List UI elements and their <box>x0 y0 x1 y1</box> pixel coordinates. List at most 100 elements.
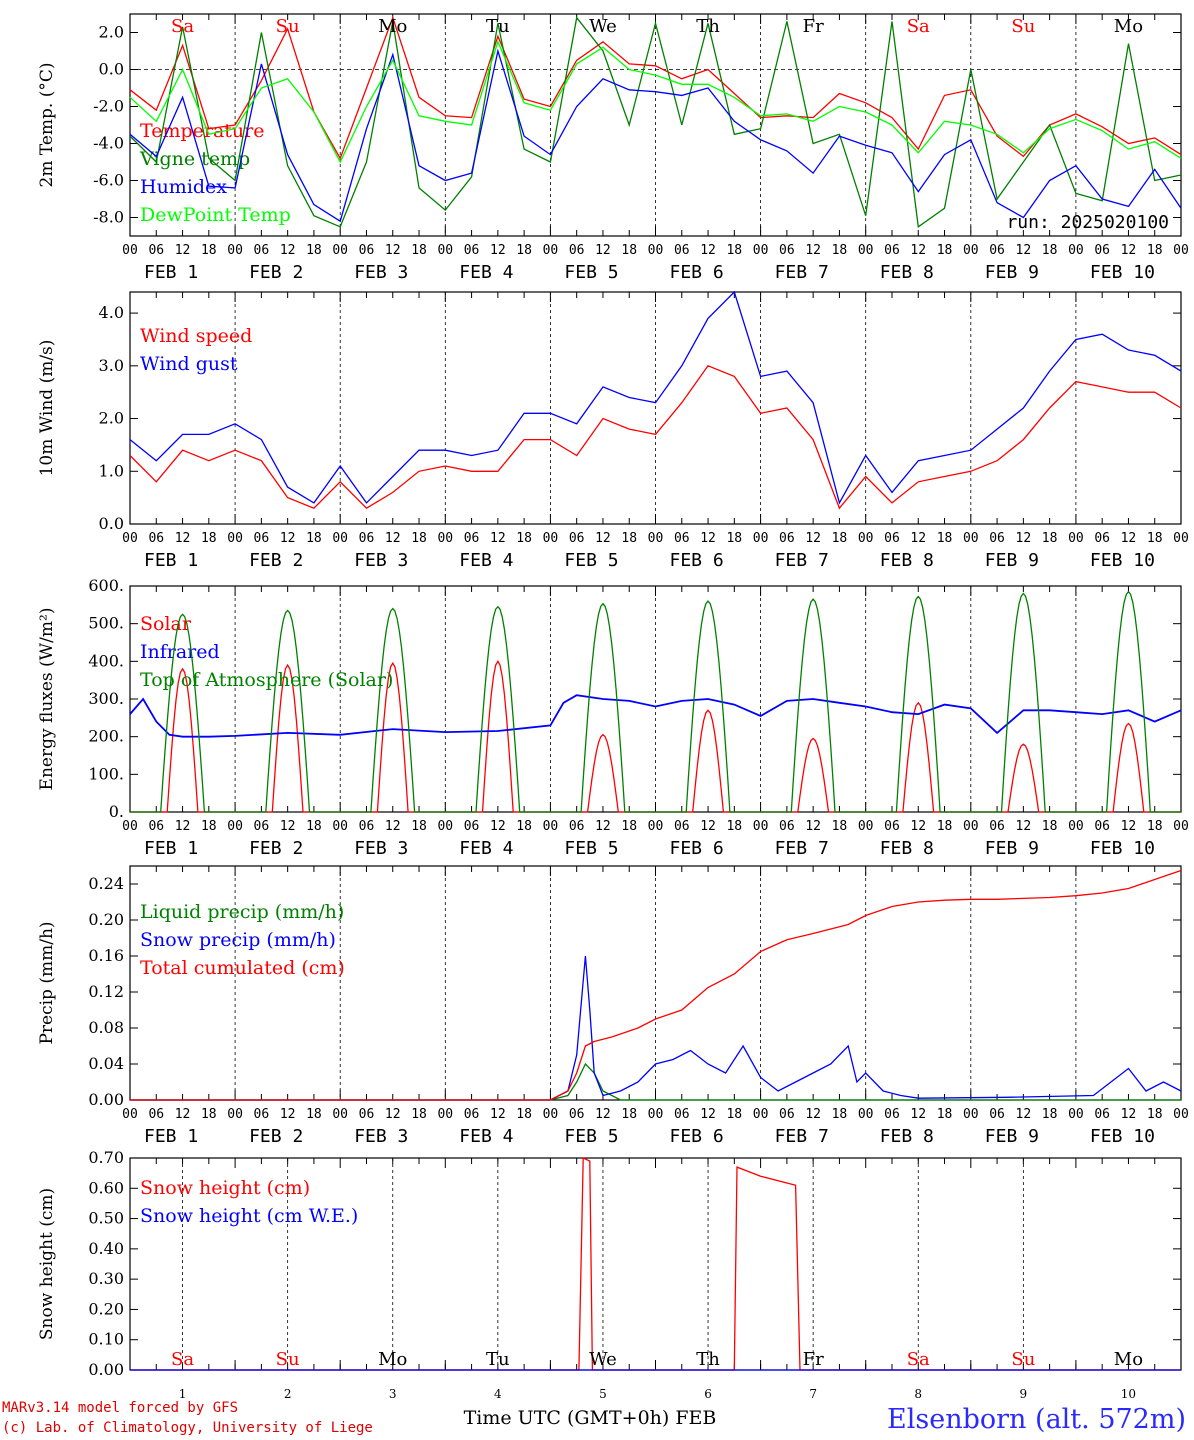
credit-line-1: MARv3.14 model forced by GFS <box>2 1400 239 1416</box>
x-hour-label: 06 <box>674 1107 690 1122</box>
x-hour-label: 06 <box>148 1107 164 1122</box>
weekday-label-top: We <box>589 16 617 37</box>
weekday-label-top: Fr <box>803 16 824 37</box>
bottom-day-number: 1 <box>179 1387 187 1401</box>
x-hour-label: 06 <box>779 531 795 546</box>
x-hour-label: 18 <box>411 1107 427 1122</box>
x-hour-label: 00 <box>1068 243 1084 258</box>
x-hour-label: 06 <box>779 1107 795 1122</box>
x-hour-label: 06 <box>254 1107 270 1122</box>
x-date-label: FEB 2 <box>249 838 303 859</box>
x-hour-label: 12 <box>175 1107 191 1122</box>
y-tick-label: 300. <box>88 689 124 708</box>
x-hour-label: 06 <box>884 243 900 258</box>
y-tick-label: 0.0 <box>99 514 124 533</box>
x-hour-label: 00 <box>227 243 243 258</box>
x-hour-label: 18 <box>201 1107 217 1122</box>
legend-entry: Liquid precip (mm/h) <box>140 901 344 923</box>
x-hour-label: 18 <box>1147 1107 1163 1122</box>
x-date-label: FEB 5 <box>564 1126 618 1147</box>
x-hour-label: 00 <box>227 1107 243 1122</box>
x-hour-label: 18 <box>1042 819 1058 834</box>
y-tick-label: 0.16 <box>88 946 124 965</box>
bottom-day-number: 10 <box>1121 1387 1136 1401</box>
x-hour-label: 06 <box>884 1107 900 1122</box>
y-tick-label: 0.12 <box>88 982 124 1001</box>
x-hour-label: 12 <box>1016 243 1032 258</box>
x-hour-label: 12 <box>805 1107 821 1122</box>
x-hour-label: 12 <box>175 531 191 546</box>
x-hour-label: 06 <box>464 819 480 834</box>
x-hour-label: 06 <box>148 243 164 258</box>
x-hour-label: 00 <box>1068 819 1084 834</box>
y-tick-label: 0.20 <box>88 910 124 929</box>
x-hour-label: 06 <box>148 531 164 546</box>
y-tick-label: 200. <box>88 727 124 746</box>
x-hour-label: 00 <box>648 531 664 546</box>
bottom-day-number: 6 <box>704 1387 712 1401</box>
y-tick-label: 0.00 <box>88 1090 124 1109</box>
x-hour-label: 00 <box>122 1107 138 1122</box>
x-hour-label: 18 <box>306 819 322 834</box>
x-hour-label: 06 <box>359 1107 375 1122</box>
bottom-day-number: 3 <box>389 1387 397 1401</box>
y-tick-label: 0.40 <box>88 1239 124 1258</box>
x-hour-label: 00 <box>858 1107 874 1122</box>
x-hour-label: 00 <box>858 243 874 258</box>
weekday-label-top: Th <box>696 16 720 37</box>
x-hour-label: 18 <box>516 1107 532 1122</box>
x-date-label: FEB 7 <box>775 838 829 859</box>
x-date-label: FEB 6 <box>670 550 724 571</box>
x-hour-label: 06 <box>148 819 164 834</box>
x-hour-label: 00 <box>1173 1107 1189 1122</box>
x-hour-label: 12 <box>805 531 821 546</box>
weekday-label-top: Mo <box>1114 16 1143 37</box>
x-hour-label: 18 <box>937 531 953 546</box>
x-hour-label: 00 <box>753 531 769 546</box>
x-hour-label: 18 <box>937 1107 953 1122</box>
x-hour-label: 06 <box>989 243 1005 258</box>
x-hour-label: 12 <box>1016 531 1032 546</box>
bottom-day-number: 9 <box>1020 1387 1028 1401</box>
x-hour-label: 00 <box>122 819 138 834</box>
x-hour-label: 06 <box>359 819 375 834</box>
weekday-label-bottom: Su <box>1011 1349 1035 1370</box>
x-hour-label: 18 <box>832 1107 848 1122</box>
series-humidex-line <box>129 48 1182 223</box>
y-tick-label: 0.08 <box>88 1018 124 1037</box>
x-hour-label: 18 <box>726 243 742 258</box>
legend-entry: Vigne temp <box>139 148 250 170</box>
x-hour-label: 00 <box>543 819 559 834</box>
x-hour-label: 12 <box>175 243 191 258</box>
y-tick-label: 1.0 <box>99 461 124 480</box>
x-date-label: FEB 7 <box>775 1126 829 1147</box>
x-hour-label: 18 <box>621 243 637 258</box>
x-date-label: FEB 3 <box>354 550 408 571</box>
x-hour-label: 18 <box>726 531 742 546</box>
legend-entry: Snow precip (mm/h) <box>140 929 336 951</box>
y-axis-label: 10m Wind (m/s) <box>37 340 57 477</box>
x-hour-label: 12 <box>490 243 506 258</box>
x-hour-label: 06 <box>1094 531 1110 546</box>
x-hour-label: 00 <box>963 1107 979 1122</box>
y-tick-label: 0.10 <box>88 1330 124 1349</box>
x-date-label: FEB 4 <box>459 550 513 571</box>
bottom-day-number: 5 <box>599 1387 607 1401</box>
series-top-of-atmosphere-solar-line <box>130 590 1181 813</box>
y-tick-label: 600. <box>88 576 124 595</box>
x-hour-label: 06 <box>1094 1107 1110 1122</box>
series-infrared-line <box>129 694 1182 738</box>
y-tick-label: 2.0 <box>99 23 124 42</box>
x-hour-label: 12 <box>490 1107 506 1122</box>
station-title: Elsenborn (alt. 572m) <box>887 1404 1186 1435</box>
x-hour-label: 18 <box>201 243 217 258</box>
x-hour-label: 18 <box>516 819 532 834</box>
bottom-day-number: 4 <box>494 1387 502 1401</box>
x-hour-label: 06 <box>674 531 690 546</box>
x-hour-label: 12 <box>700 531 716 546</box>
x-hour-label: 00 <box>648 243 664 258</box>
x-hour-label: 06 <box>779 243 795 258</box>
x-hour-label: 00 <box>543 243 559 258</box>
x-hour-label: 00 <box>858 531 874 546</box>
x-hour-label: 18 <box>621 1107 637 1122</box>
